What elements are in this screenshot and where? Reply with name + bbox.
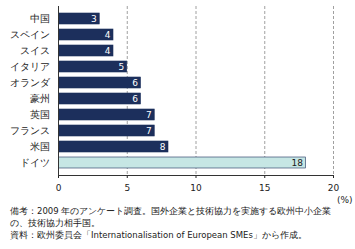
svg-text:6: 6 bbox=[132, 78, 138, 88]
svg-text:豪州: 豪州 bbox=[30, 93, 50, 104]
svg-text:8: 8 bbox=[160, 142, 166, 152]
svg-text:4: 4 bbox=[105, 46, 111, 56]
svg-text:中国: 中国 bbox=[30, 13, 50, 24]
svg-text:オランダ: オランダ bbox=[10, 77, 51, 88]
svg-text:7: 7 bbox=[146, 126, 152, 136]
svg-text:3: 3 bbox=[91, 14, 97, 24]
svg-text:6: 6 bbox=[132, 94, 138, 104]
html-text:資料：欧州委員会「Internationalisation: 資料：欧州委員会「Internationalisation of Europea… bbox=[10, 230, 307, 240]
svg-text:20: 20 bbox=[328, 183, 340, 193]
svg-text:10: 10 bbox=[190, 183, 202, 193]
svg-text:フランス: フランス bbox=[10, 125, 50, 136]
svg-text:スペイン: スペイン bbox=[10, 29, 50, 40]
svg-text:米国: 米国 bbox=[30, 141, 50, 152]
svg-text:ドイツ: ドイツ bbox=[20, 157, 50, 168]
svg-text:0: 0 bbox=[56, 183, 62, 193]
html-text:備考：2009 年のアンケート調査。国外企業と技術協力を実施: 備考：2009 年のアンケート調査。国外企業と技術協力を実施する欧州中小企業の、… bbox=[10, 206, 332, 228]
svg-text:18: 18 bbox=[292, 158, 304, 168]
svg-text:スイス: スイス bbox=[20, 45, 50, 56]
svg-text:15: 15 bbox=[259, 183, 270, 193]
svg-text:5: 5 bbox=[119, 62, 125, 72]
svg-text:イタリア: イタリア bbox=[10, 61, 50, 72]
svg-text:(%): (%) bbox=[337, 195, 353, 205]
svg-text:4: 4 bbox=[105, 30, 111, 40]
svg-text:英国: 英国 bbox=[30, 109, 50, 120]
svg-text:5: 5 bbox=[124, 183, 130, 193]
svg-text:7: 7 bbox=[146, 110, 152, 120]
